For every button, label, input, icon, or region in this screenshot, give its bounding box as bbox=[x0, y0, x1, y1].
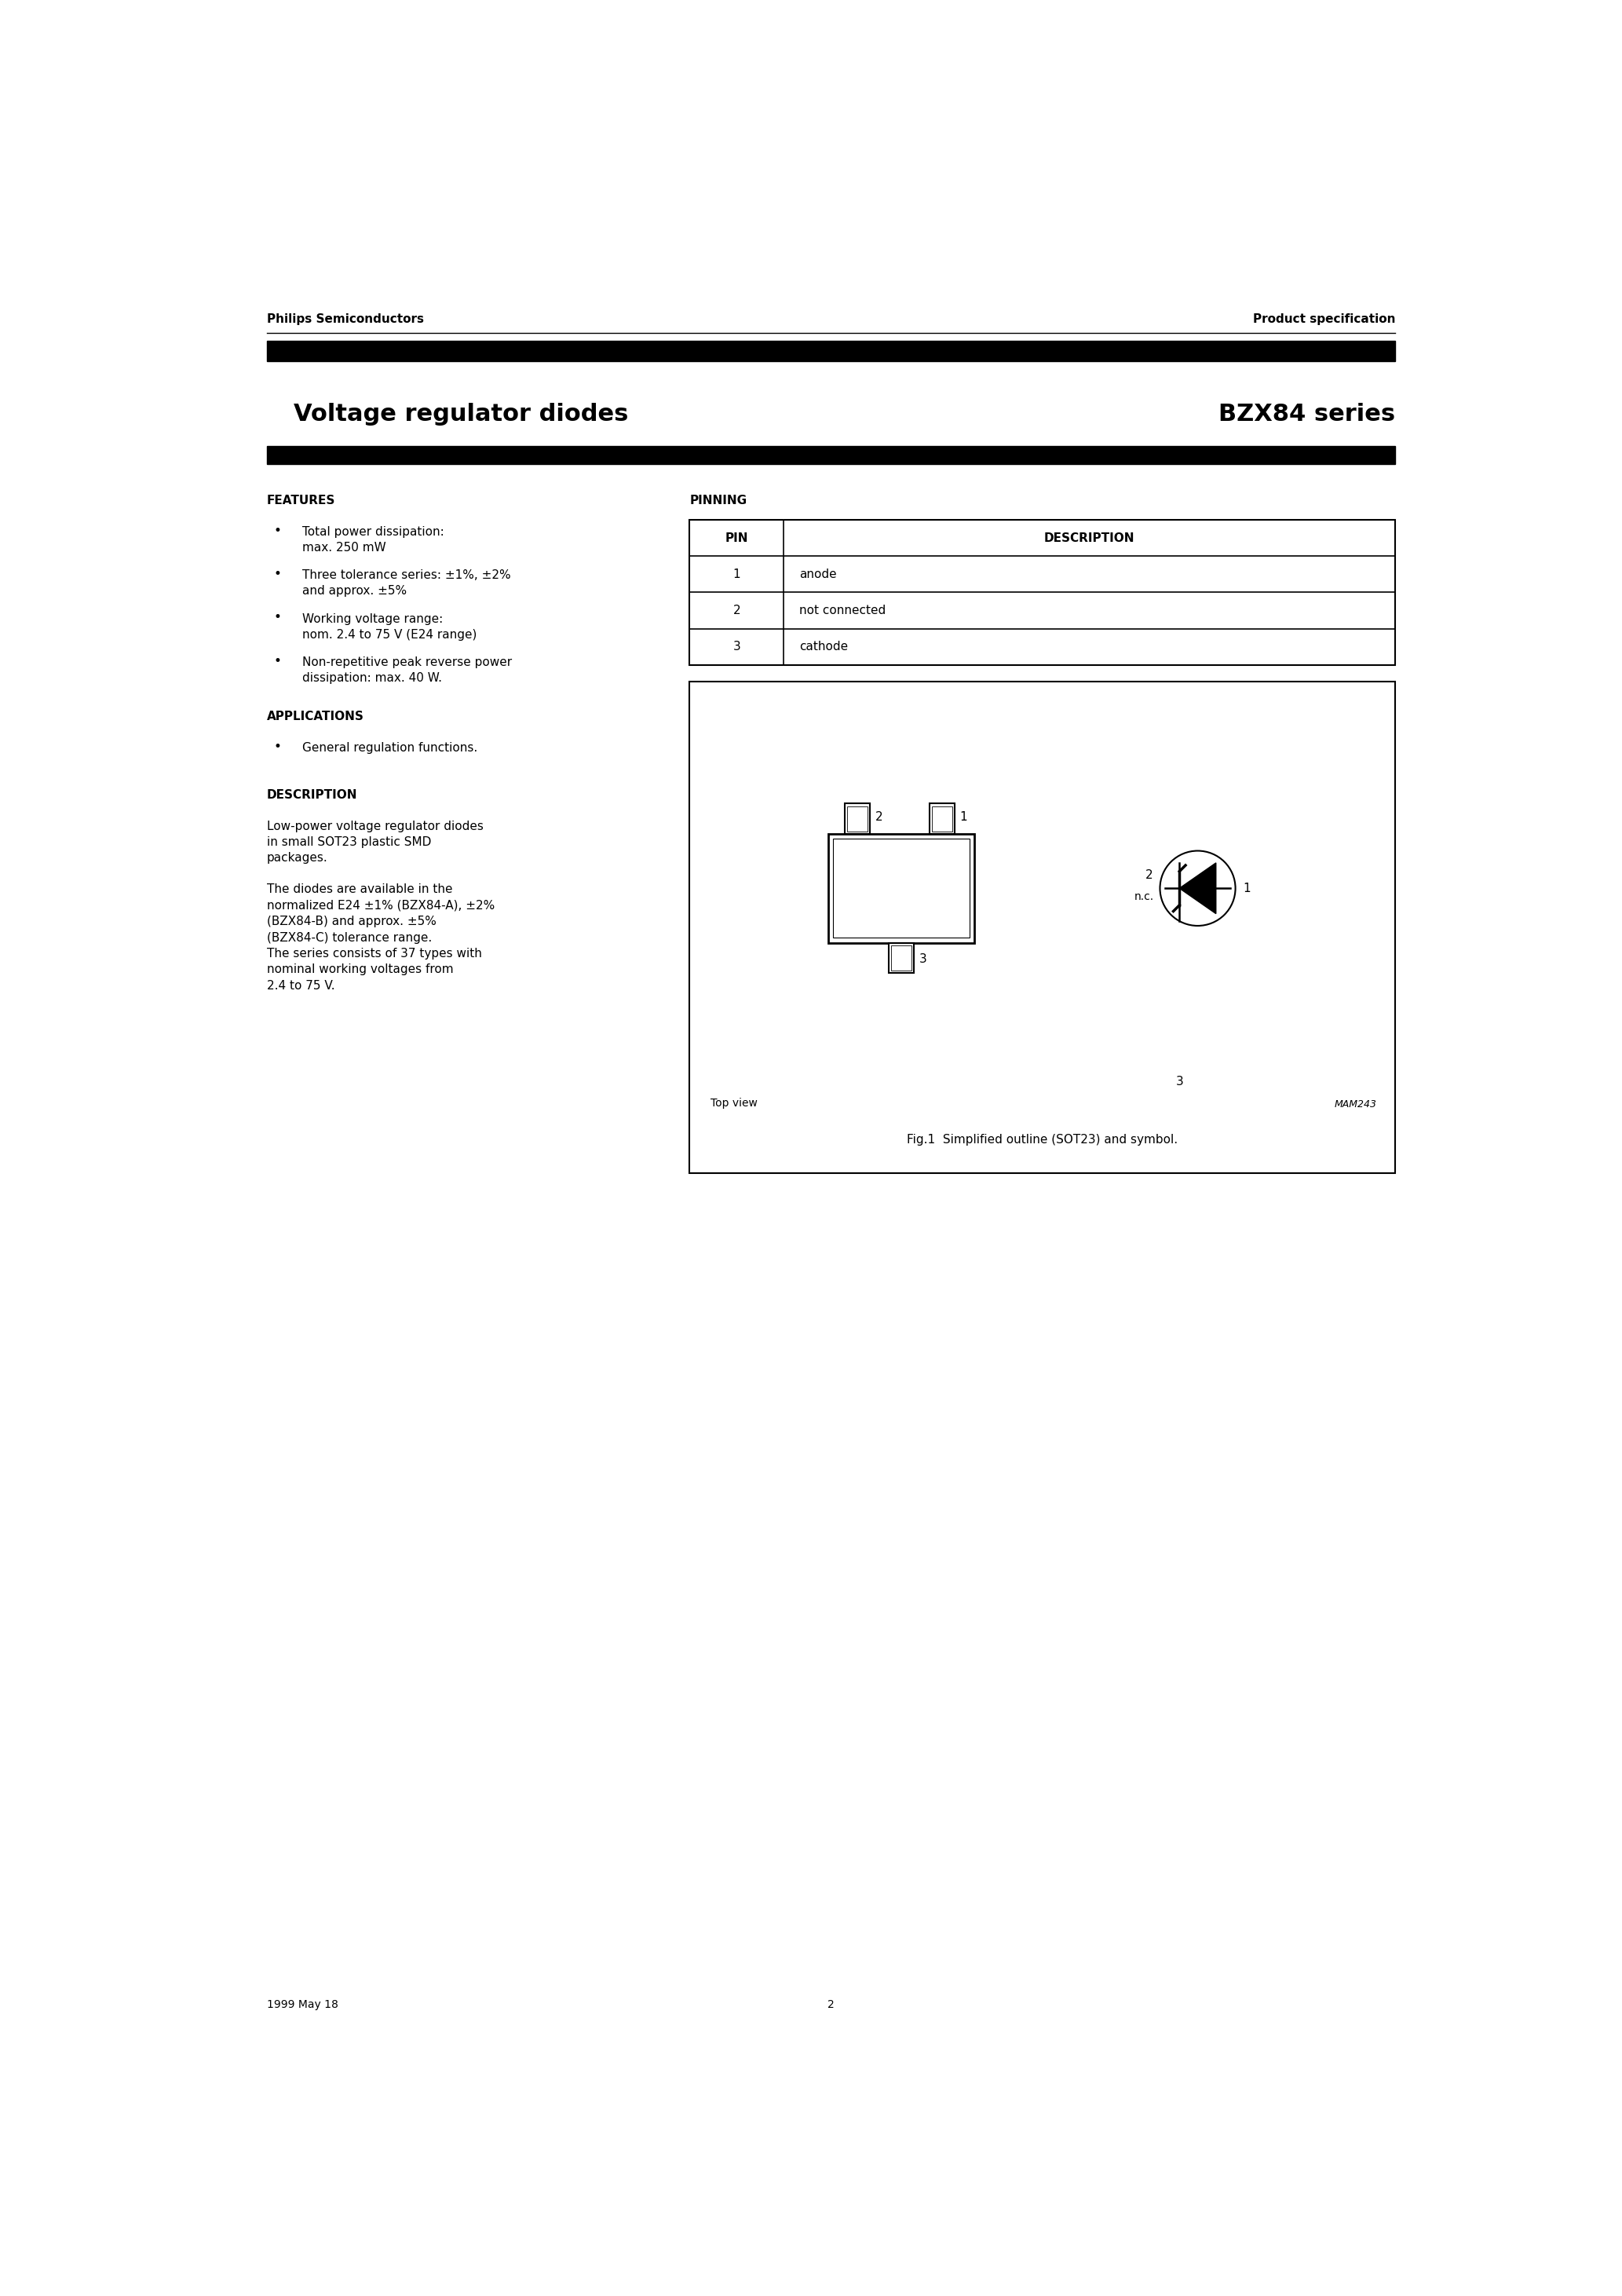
Text: FEATURES: FEATURES bbox=[266, 494, 336, 505]
Text: •: • bbox=[274, 567, 282, 581]
Bar bbox=[847, 806, 868, 831]
Text: 1999 May 18: 1999 May 18 bbox=[266, 2000, 337, 2011]
Text: Three tolerance series: ±1%, ±2%
and approx. ±5%: Three tolerance series: ±1%, ±2% and app… bbox=[302, 569, 511, 597]
Bar bbox=[834, 838, 970, 937]
Text: Non-repetitive peak reverse power
dissipation: max. 40 W.: Non-repetitive peak reverse power dissip… bbox=[302, 657, 511, 684]
Bar bbox=[689, 682, 1395, 1173]
Text: BZX84 series: BZX84 series bbox=[1218, 402, 1395, 425]
Bar bbox=[266, 340, 1395, 360]
Text: •: • bbox=[274, 523, 282, 537]
Text: •: • bbox=[274, 611, 282, 625]
Text: DESCRIPTION: DESCRIPTION bbox=[1045, 533, 1135, 544]
Text: Product specification: Product specification bbox=[1252, 312, 1395, 324]
Bar bbox=[829, 833, 975, 944]
Text: 1: 1 bbox=[1242, 882, 1251, 893]
Text: 1: 1 bbox=[733, 569, 740, 581]
Text: 2: 2 bbox=[733, 604, 740, 615]
Text: APPLICATIONS: APPLICATIONS bbox=[266, 712, 363, 723]
Text: not connected: not connected bbox=[800, 604, 886, 615]
Bar bbox=[845, 804, 871, 833]
Text: •: • bbox=[274, 654, 282, 668]
Bar bbox=[931, 806, 952, 831]
Text: Philips Semiconductors: Philips Semiconductors bbox=[266, 312, 423, 324]
Text: 2: 2 bbox=[876, 810, 882, 824]
Bar bbox=[266, 445, 1395, 464]
Text: 3: 3 bbox=[733, 641, 741, 652]
Text: MAM243: MAM243 bbox=[1335, 1100, 1377, 1109]
Text: •: • bbox=[274, 739, 282, 753]
Text: n.c.: n.c. bbox=[1134, 891, 1153, 902]
Text: Voltage regulator diodes: Voltage regulator diodes bbox=[294, 402, 629, 425]
Text: cathode: cathode bbox=[800, 641, 848, 652]
Polygon shape bbox=[1179, 863, 1216, 914]
Text: DESCRIPTION: DESCRIPTION bbox=[266, 790, 357, 801]
Text: The diodes are available in the
normalized E24 ±1% (BZX84-A), ±2%
(BZX84-B) and : The diodes are available in the normaliz… bbox=[266, 884, 495, 992]
Text: 2: 2 bbox=[1145, 870, 1153, 882]
Text: Fig.1  Simplified outline (SOT23) and symbol.: Fig.1 Simplified outline (SOT23) and sym… bbox=[907, 1134, 1178, 1146]
Bar bbox=[929, 804, 955, 833]
Bar bbox=[689, 519, 1395, 666]
Text: PIN: PIN bbox=[725, 533, 748, 544]
Text: 2: 2 bbox=[827, 2000, 835, 2011]
Text: Low-power voltage regulator diodes
in small SOT23 plastic SMD
packages.: Low-power voltage regulator diodes in sm… bbox=[266, 820, 483, 863]
Text: PINNING: PINNING bbox=[689, 494, 746, 505]
Text: General regulation functions.: General regulation functions. bbox=[302, 742, 477, 753]
Bar bbox=[890, 946, 912, 971]
Text: 1: 1 bbox=[960, 810, 967, 824]
Text: Working voltage range:
nom. 2.4 to 75 V (E24 range): Working voltage range: nom. 2.4 to 75 V … bbox=[302, 613, 477, 641]
Bar bbox=[889, 944, 915, 974]
Text: anode: anode bbox=[800, 569, 837, 581]
Circle shape bbox=[1160, 852, 1236, 925]
Text: 3: 3 bbox=[1176, 1075, 1184, 1088]
Text: 3: 3 bbox=[920, 953, 926, 964]
Text: Top view: Top view bbox=[710, 1097, 757, 1109]
Text: Total power dissipation:
max. 250 mW: Total power dissipation: max. 250 mW bbox=[302, 526, 444, 553]
